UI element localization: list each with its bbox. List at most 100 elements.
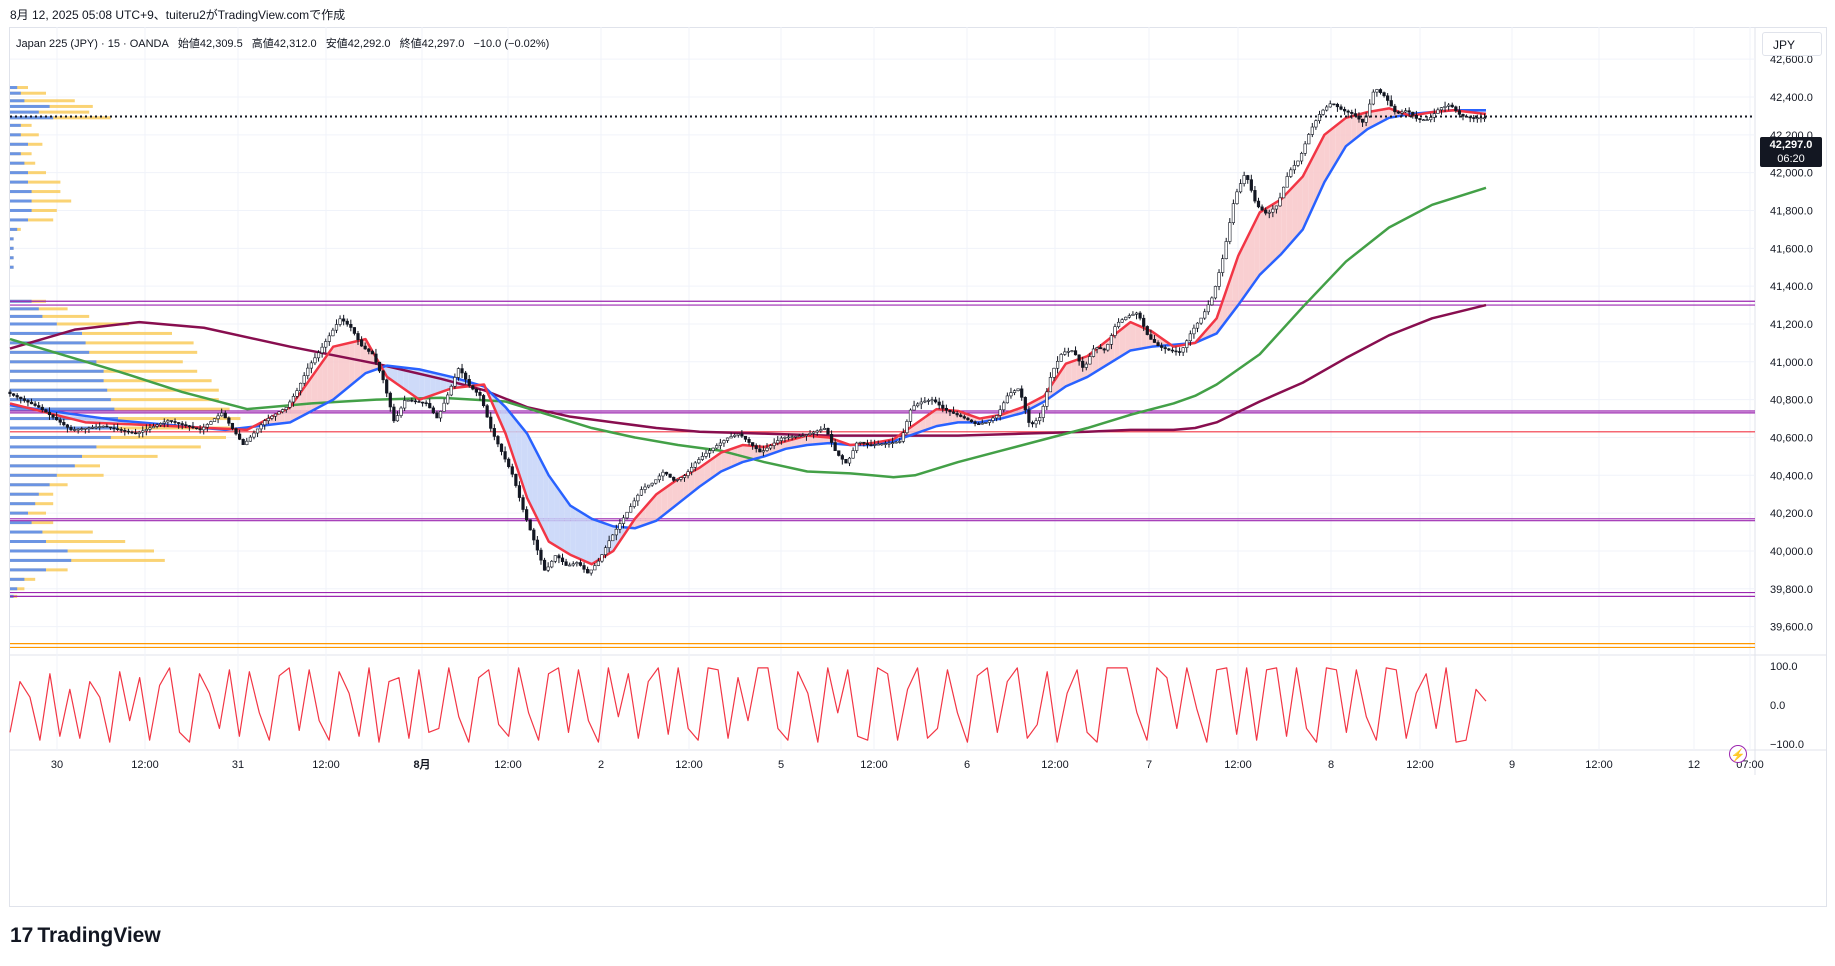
y-tick-label: 42,000.0 <box>1770 168 1813 180</box>
cloud-bull-segment <box>1313 145 1320 206</box>
candle-body <box>557 555 561 559</box>
cloud-bull-segment <box>333 345 339 400</box>
candle-body <box>729 436 733 439</box>
candle-body <box>334 324 339 331</box>
volume-profile-down-bar <box>10 540 126 544</box>
candle-body <box>736 433 740 436</box>
candle-body <box>980 422 984 425</box>
currency-selector[interactable]: JPY <box>1762 32 1822 56</box>
volume-profile-down-bar <box>10 398 219 402</box>
cloud-bull-segment <box>818 436 824 445</box>
candle-body <box>995 415 999 419</box>
candle-body <box>901 432 905 442</box>
candle-body <box>998 409 1002 416</box>
candle-body <box>797 435 801 438</box>
candle-body <box>83 427 87 430</box>
volume-profile-up-bar <box>10 86 18 90</box>
candle-body <box>948 409 952 413</box>
x-tick-label: 12:00 <box>494 759 522 771</box>
tradingview-mark-icon: 17 <box>10 924 34 947</box>
ma-maroon-line <box>9 303 1487 437</box>
candle-body <box>481 395 486 406</box>
legend-symbol: Japan 225 (JPY) · 15 · OANDA <box>16 38 169 50</box>
lightning-icon[interactable]: ⚡ <box>1729 745 1747 763</box>
y-tick-label: 39,600.0 <box>1770 622 1813 634</box>
candle-body <box>826 427 830 435</box>
candle-body <box>1332 103 1336 106</box>
candle-body <box>148 427 152 430</box>
candle-body <box>446 394 450 404</box>
candle-body <box>159 423 163 426</box>
candle-body <box>327 335 331 342</box>
candle-body <box>593 565 597 571</box>
candle-body <box>94 426 98 429</box>
volume-profile-up-bar <box>10 426 118 430</box>
legend-high-label: 高値 <box>251 38 274 50</box>
candle-body <box>1149 334 1153 340</box>
candle-body <box>1339 106 1343 110</box>
cloud-bull-segment <box>1222 287 1228 327</box>
price-chart[interactable]: 42,600.042,400.042,200.042,000.041,800.0… <box>0 0 1835 910</box>
volume-profile-up-bar <box>10 483 50 487</box>
candle-body <box>801 435 805 437</box>
volume-profile-up-bar <box>10 388 108 392</box>
candle-body <box>1418 118 1422 120</box>
candle-body <box>908 409 913 422</box>
y-tick-label: 40,600.0 <box>1770 432 1813 444</box>
volume-profile-down-bar <box>10 218 54 222</box>
cloud-bull-segment <box>1248 223 1255 290</box>
volume-profile-down-bar <box>10 379 212 383</box>
x-tick-label: 7 <box>1146 759 1152 771</box>
volume-profile-down-bar <box>10 91 46 95</box>
cloud-bull-segment <box>1345 116 1352 147</box>
candle-body <box>1231 203 1235 223</box>
candle-body <box>65 424 70 428</box>
chart-container[interactable] <box>9 27 1827 907</box>
candle-body <box>1357 115 1361 120</box>
volume-profile-up-bar <box>10 502 36 506</box>
volume-profile-down-bar <box>10 549 154 553</box>
candle-body <box>1411 111 1415 116</box>
volume-profile-up-bar <box>10 540 46 544</box>
cloud-bear-segment <box>581 512 587 562</box>
candle-body <box>837 450 841 456</box>
cloud-bear-segment <box>500 402 506 434</box>
cloud-bull-segment <box>634 512 641 529</box>
candle-body <box>1314 120 1318 128</box>
candle-body <box>525 509 529 521</box>
volume-profile-up-bar <box>10 445 97 449</box>
candle-body <box>324 341 328 348</box>
candle-body <box>1012 390 1017 393</box>
candle-body <box>1274 205 1279 210</box>
candle-body <box>205 424 209 428</box>
volume-profile-up-bar <box>10 208 32 212</box>
candle-body <box>962 416 966 419</box>
volume-profile-down-bar <box>10 435 226 439</box>
candle-body <box>1181 347 1185 353</box>
candle-body <box>141 430 145 433</box>
cloud-bull-segment <box>796 436 802 447</box>
y-tick-label: 42,400.0 <box>1770 92 1813 104</box>
candle-body <box>937 401 941 406</box>
candle-body <box>55 416 59 421</box>
candle-body <box>277 411 281 415</box>
candle-body <box>69 427 73 431</box>
candle-body <box>492 428 496 437</box>
candle-body <box>191 426 195 429</box>
volume-profile-up-bar <box>10 237 14 241</box>
cloud-bull-segment <box>1356 113 1363 138</box>
cloud-bull-segment <box>1049 379 1056 398</box>
oscillator-tick-label: 100.0 <box>1770 661 1798 673</box>
candle-body <box>1142 317 1146 327</box>
candle-body <box>575 562 579 565</box>
cloud-bull-segment <box>1033 398 1039 408</box>
cloud-bear-segment <box>408 368 415 396</box>
candle-body <box>1084 363 1088 368</box>
tradingview-logo[interactable]: 17 TradingView <box>10 924 161 948</box>
candle-body <box>1174 350 1178 353</box>
volume-profile-up-bar <box>10 464 75 468</box>
candle-body <box>1475 117 1479 120</box>
cloud-bull-segment <box>1254 212 1260 283</box>
cloud-bull-segment <box>1265 205 1271 270</box>
candle-body <box>532 529 536 541</box>
